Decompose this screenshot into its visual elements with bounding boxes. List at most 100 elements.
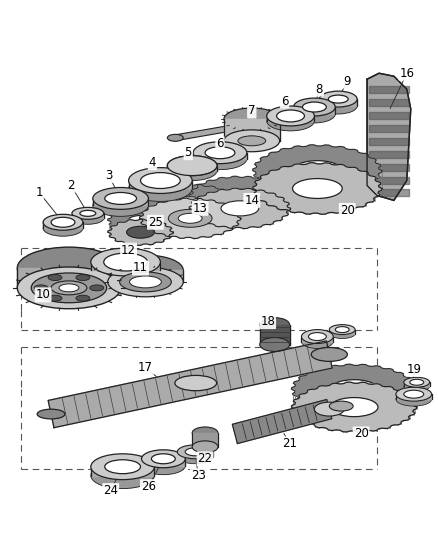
- Ellipse shape: [293, 98, 335, 116]
- Ellipse shape: [410, 379, 424, 385]
- Ellipse shape: [171, 197, 209, 212]
- Ellipse shape: [141, 173, 180, 189]
- Polygon shape: [17, 268, 120, 288]
- Ellipse shape: [105, 192, 137, 204]
- Ellipse shape: [37, 409, 65, 419]
- Ellipse shape: [108, 255, 183, 285]
- Ellipse shape: [328, 95, 348, 103]
- Polygon shape: [93, 198, 148, 205]
- Ellipse shape: [90, 285, 104, 291]
- Ellipse shape: [152, 454, 175, 464]
- Polygon shape: [292, 382, 417, 432]
- Ellipse shape: [192, 441, 218, 453]
- Ellipse shape: [91, 463, 155, 489]
- Polygon shape: [72, 213, 104, 219]
- Text: 9: 9: [343, 75, 351, 88]
- Ellipse shape: [167, 156, 217, 175]
- Ellipse shape: [277, 110, 304, 122]
- Ellipse shape: [404, 377, 430, 387]
- Polygon shape: [108, 207, 173, 233]
- Ellipse shape: [141, 450, 185, 468]
- Ellipse shape: [329, 401, 353, 411]
- Ellipse shape: [167, 134, 183, 141]
- Ellipse shape: [404, 381, 430, 391]
- Ellipse shape: [120, 272, 171, 292]
- Polygon shape: [292, 364, 417, 414]
- Text: 12: 12: [121, 244, 136, 256]
- Ellipse shape: [335, 327, 349, 333]
- Ellipse shape: [311, 348, 347, 361]
- Polygon shape: [267, 116, 314, 121]
- Polygon shape: [369, 164, 409, 171]
- Ellipse shape: [171, 211, 209, 226]
- Ellipse shape: [167, 160, 217, 181]
- Polygon shape: [129, 181, 192, 189]
- Ellipse shape: [178, 213, 202, 223]
- Text: 4: 4: [148, 156, 156, 169]
- Ellipse shape: [141, 457, 185, 475]
- Text: 21: 21: [282, 438, 297, 450]
- Polygon shape: [140, 184, 241, 224]
- Text: 19: 19: [406, 363, 421, 376]
- Ellipse shape: [93, 195, 148, 216]
- Ellipse shape: [31, 273, 107, 303]
- Ellipse shape: [17, 247, 120, 289]
- Polygon shape: [369, 86, 409, 93]
- Ellipse shape: [319, 91, 357, 107]
- Ellipse shape: [129, 215, 152, 225]
- Text: 6: 6: [281, 94, 288, 108]
- Polygon shape: [193, 153, 247, 159]
- Ellipse shape: [301, 329, 333, 343]
- Ellipse shape: [396, 392, 431, 406]
- Polygon shape: [43, 222, 83, 228]
- Ellipse shape: [76, 274, 90, 280]
- Polygon shape: [404, 382, 430, 386]
- Text: 26: 26: [141, 480, 156, 493]
- Ellipse shape: [108, 267, 183, 297]
- Ellipse shape: [293, 105, 335, 123]
- Ellipse shape: [91, 248, 160, 276]
- Polygon shape: [167, 166, 217, 171]
- Ellipse shape: [48, 295, 62, 301]
- Ellipse shape: [303, 102, 326, 112]
- Ellipse shape: [43, 214, 83, 230]
- Ellipse shape: [167, 156, 217, 175]
- Ellipse shape: [129, 228, 152, 237]
- Ellipse shape: [221, 189, 259, 204]
- Ellipse shape: [238, 136, 266, 146]
- Ellipse shape: [329, 329, 355, 338]
- Text: 20: 20: [340, 204, 355, 217]
- Polygon shape: [141, 459, 185, 466]
- Polygon shape: [91, 262, 160, 270]
- Ellipse shape: [404, 390, 424, 398]
- Ellipse shape: [293, 179, 342, 198]
- Text: 10: 10: [35, 288, 50, 301]
- Text: 17: 17: [138, 361, 153, 374]
- Ellipse shape: [105, 460, 141, 474]
- Ellipse shape: [177, 450, 213, 464]
- Polygon shape: [177, 452, 213, 457]
- Ellipse shape: [205, 147, 235, 159]
- Text: 23: 23: [191, 469, 205, 482]
- Text: 14: 14: [244, 194, 259, 207]
- Ellipse shape: [293, 160, 342, 181]
- Text: 20: 20: [353, 427, 368, 440]
- Ellipse shape: [127, 226, 155, 238]
- Ellipse shape: [129, 175, 192, 201]
- Polygon shape: [369, 112, 409, 119]
- Polygon shape: [189, 176, 290, 217]
- Ellipse shape: [329, 325, 355, 335]
- Polygon shape: [260, 325, 290, 344]
- Polygon shape: [253, 163, 382, 214]
- Polygon shape: [301, 336, 333, 342]
- Ellipse shape: [91, 454, 155, 480]
- Ellipse shape: [193, 148, 247, 169]
- Polygon shape: [108, 270, 183, 282]
- Text: 8: 8: [316, 83, 323, 95]
- Ellipse shape: [221, 201, 259, 216]
- Ellipse shape: [267, 111, 314, 131]
- Ellipse shape: [34, 285, 48, 291]
- Polygon shape: [140, 198, 241, 239]
- Text: 13: 13: [193, 202, 208, 215]
- Ellipse shape: [72, 207, 104, 219]
